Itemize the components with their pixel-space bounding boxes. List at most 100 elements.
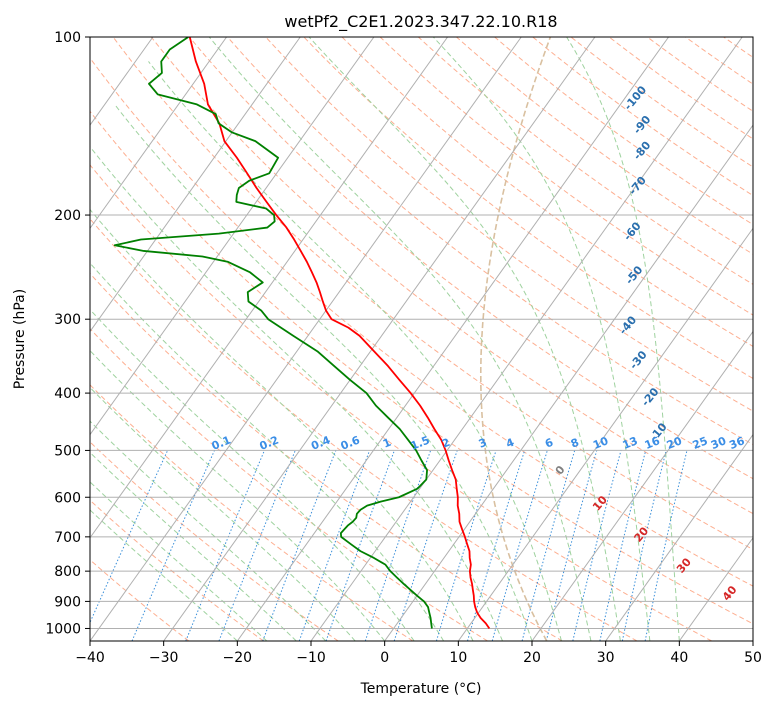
y-tick-label: 700 — [54, 530, 81, 546]
dry-adiabat-line — [90, 57, 753, 587]
dry-adiabat-line — [570, 37, 753, 168]
dry-adiabat-line — [265, 37, 753, 412]
x-tick-label: 10 — [449, 650, 467, 666]
x-tick-label: 0 — [380, 650, 389, 666]
mixing-ratio-label: 10 — [591, 434, 610, 452]
isotherm-line — [90, 37, 375, 436]
mixing-ratio-label: 1 — [381, 436, 393, 451]
y-axis-ticks: 100 200 300 400 500 600 700 800 900 1000 — [45, 30, 90, 637]
moist-adiabat-line — [148, 61, 562, 641]
mixing-ratio-label: 36 — [727, 434, 746, 452]
mixing-ratio-line — [262, 450, 337, 641]
plot-frame — [89, 36, 754, 642]
dry-adiabat-line — [90, 441, 339, 641]
mixing-ratio-line — [467, 450, 526, 641]
x-tick-label: 40 — [670, 650, 688, 666]
x-axis-label: Temperature (°C) — [360, 681, 482, 697]
mixing-ratio-label: 13 — [621, 434, 640, 452]
isotherm-line — [752, 640, 753, 641]
moist-adiabat-line — [90, 509, 238, 641]
mixing-ratio-line — [644, 450, 688, 641]
dry-adiabat-line — [150, 37, 753, 515]
reference-curve-line — [479, 37, 552, 641]
dry-adiabat-line — [90, 110, 753, 625]
mixing-ratio-line — [298, 450, 371, 641]
mixing-ratio-line — [131, 450, 215, 641]
dry-adiabat-line — [379, 37, 753, 316]
mixing-ratio-line — [218, 450, 296, 641]
isotherm-line — [90, 37, 227, 230]
moist-adiabat-line — [566, 37, 680, 641]
isotherm-line — [457, 227, 753, 641]
isotherm-line — [384, 124, 753, 641]
moist-adiabat-line — [308, 37, 621, 641]
temperature-profile-line — [188, 37, 491, 629]
isotherm-line — [678, 536, 753, 641]
isotherm-line — [605, 433, 753, 641]
x-tick-label: −40 — [75, 650, 105, 666]
moist-adiabat-line — [90, 308, 415, 641]
profiles — [113, 37, 491, 629]
y-tick-label: 200 — [54, 208, 81, 224]
dry-adiabats — [90, 37, 775, 641]
dry-adiabat-line — [90, 328, 488, 641]
mixing-ratio-line — [521, 450, 576, 641]
dry-adiabat-line — [112, 37, 753, 550]
mixing-ratio-label: 16 — [643, 434, 662, 452]
dry-adiabat-line — [456, 37, 753, 255]
moist-adiabat-line — [208, 37, 592, 641]
dry-adiabat-line — [762, 37, 775, 641]
x-tick-label: 30 — [597, 650, 615, 666]
y-tick-label: 900 — [54, 594, 81, 610]
y-axis-label: Pressure (hPa) — [12, 289, 28, 389]
pressure-gridlines — [90, 37, 753, 629]
y-tick-label: 400 — [54, 386, 81, 402]
dry-adiabat-line — [417, 37, 753, 285]
isotherm-line — [0, 37, 6, 641]
mixing-ratio-label: 25 — [691, 434, 710, 452]
mixing-ratio-line — [325, 450, 395, 641]
mixing-ratio-line — [621, 450, 667, 641]
mixing-ratio-label: 30 — [709, 434, 728, 452]
moist-adiabat-line — [90, 386, 356, 641]
isotherms — [0, 37, 753, 641]
reference-curve — [479, 37, 552, 641]
x-tick-label: −30 — [149, 650, 179, 666]
y-tick-label: 1000 — [45, 621, 81, 637]
dry-adiabat-line — [303, 37, 753, 379]
isotherm-line — [90, 37, 522, 641]
dry-adiabat-line — [227, 37, 753, 446]
y-tick-label: 600 — [54, 490, 81, 506]
x-axis-ticks: −40 −30 −20 −10 0 10 20 30 40 50 — [75, 641, 762, 666]
isotherm-line — [90, 37, 448, 539]
x-tick-label: 20 — [523, 650, 541, 666]
moist-adiabat-line — [432, 37, 651, 641]
dry-adiabat-line — [90, 218, 638, 641]
mixing-ratio-line — [185, 450, 265, 641]
isotherm-line — [236, 37, 669, 641]
mixing-ratio-label: 20 — [665, 434, 684, 452]
x-tick-label: −10 — [296, 650, 326, 666]
x-tick-label: −20 — [223, 650, 253, 666]
dry-adiabat-line — [90, 164, 712, 641]
mixing-ratio-line — [572, 450, 622, 641]
y-tick-label: 800 — [54, 564, 81, 580]
dry-adiabat-line — [90, 499, 264, 641]
moist-adiabat-line — [114, 104, 533, 641]
dry-adiabat-line — [494, 37, 753, 226]
plot-background — [90, 37, 753, 641]
y-tick-label: 100 — [54, 30, 81, 46]
mixing-ratio-line — [599, 450, 647, 641]
chart-title: wetPf2_C2E1.2023.347.22.10.R18 — [284, 12, 557, 32]
y-tick-label: 300 — [54, 312, 81, 328]
moist-adiabat-line — [90, 349, 386, 641]
dewpoint-profile-line — [113, 37, 433, 629]
x-tick-label: 50 — [744, 650, 762, 666]
isotherm-line — [163, 37, 596, 641]
isotherm-line — [310, 37, 743, 641]
mixing-ratio-label: 2 — [440, 436, 452, 451]
mixing-ratio-line — [491, 450, 548, 641]
y-tick-label: 500 — [54, 443, 81, 459]
dry-adiabat-line — [608, 37, 753, 140]
